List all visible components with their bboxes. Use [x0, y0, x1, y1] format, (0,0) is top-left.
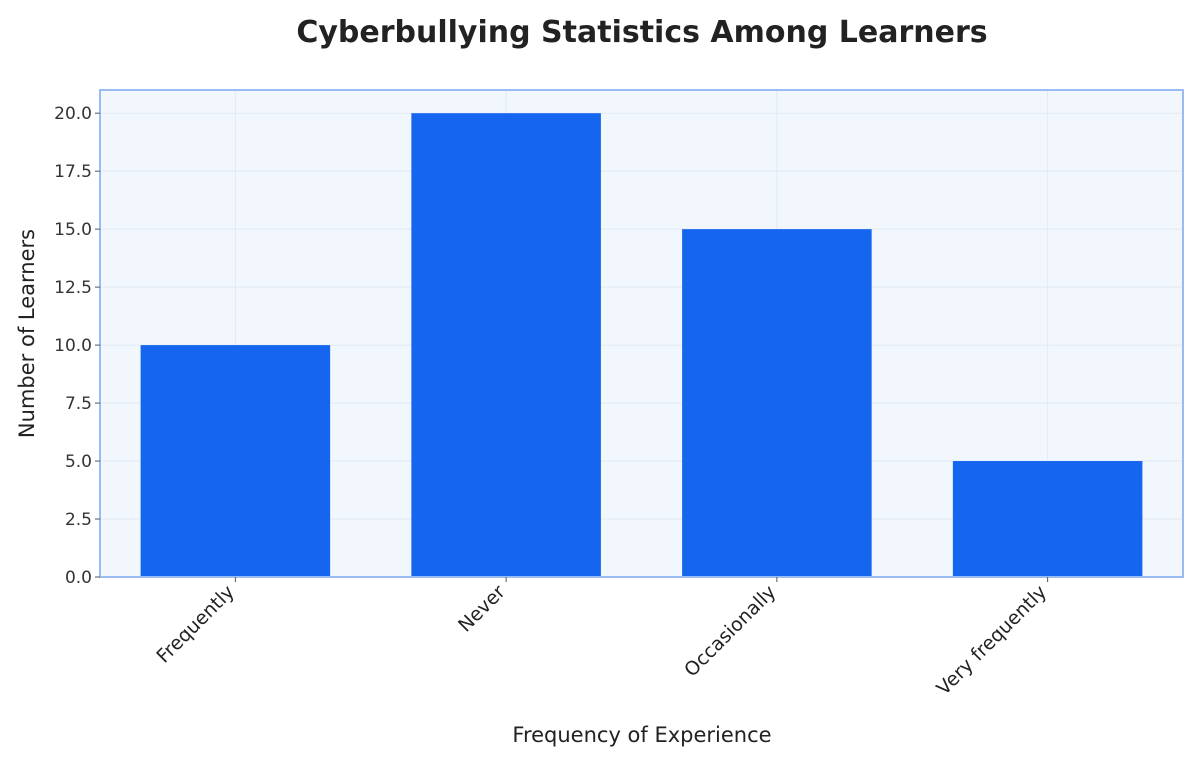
y-tick-label: 2.5 — [65, 510, 92, 530]
x-tick-label: Occasionally — [680, 581, 780, 681]
y-tick-label: 17.5 — [54, 162, 92, 182]
plot-border — [99, 89, 1184, 578]
y-tick-label: 5.0 — [65, 452, 92, 472]
x-axis-label: Frequency of Experience — [512, 723, 771, 747]
bars — [140, 113, 1143, 577]
chart-title: Cyberbullying Statistics Among Learners — [296, 15, 987, 50]
y-tick-label: 0.0 — [65, 568, 92, 588]
x-tick-label: Very frequently — [932, 581, 1051, 700]
y-tick-label: 7.5 — [65, 394, 92, 414]
bar — [411, 113, 601, 577]
bar — [952, 461, 1143, 577]
y-tick-label: 10.0 — [54, 336, 92, 356]
x-tick-label: Frequently — [152, 581, 239, 668]
x-tick-label: Never — [454, 581, 510, 637]
bar — [682, 229, 872, 577]
y-tick-label: 15.0 — [54, 220, 92, 240]
x-axis-ticks: Frequently Never Occasionally Very frequent… — [152, 577, 1051, 700]
y-axis-ticks: 0.0 2.5 5.0 7.5 10.0 12.5 15.0 17.5 20.0 — [54, 104, 100, 588]
y-axis-label: Number of Learners — [15, 229, 39, 438]
y-tick-label: 20.0 — [54, 104, 92, 124]
bar — [140, 345, 331, 577]
y-tick-label: 12.5 — [54, 278, 92, 298]
